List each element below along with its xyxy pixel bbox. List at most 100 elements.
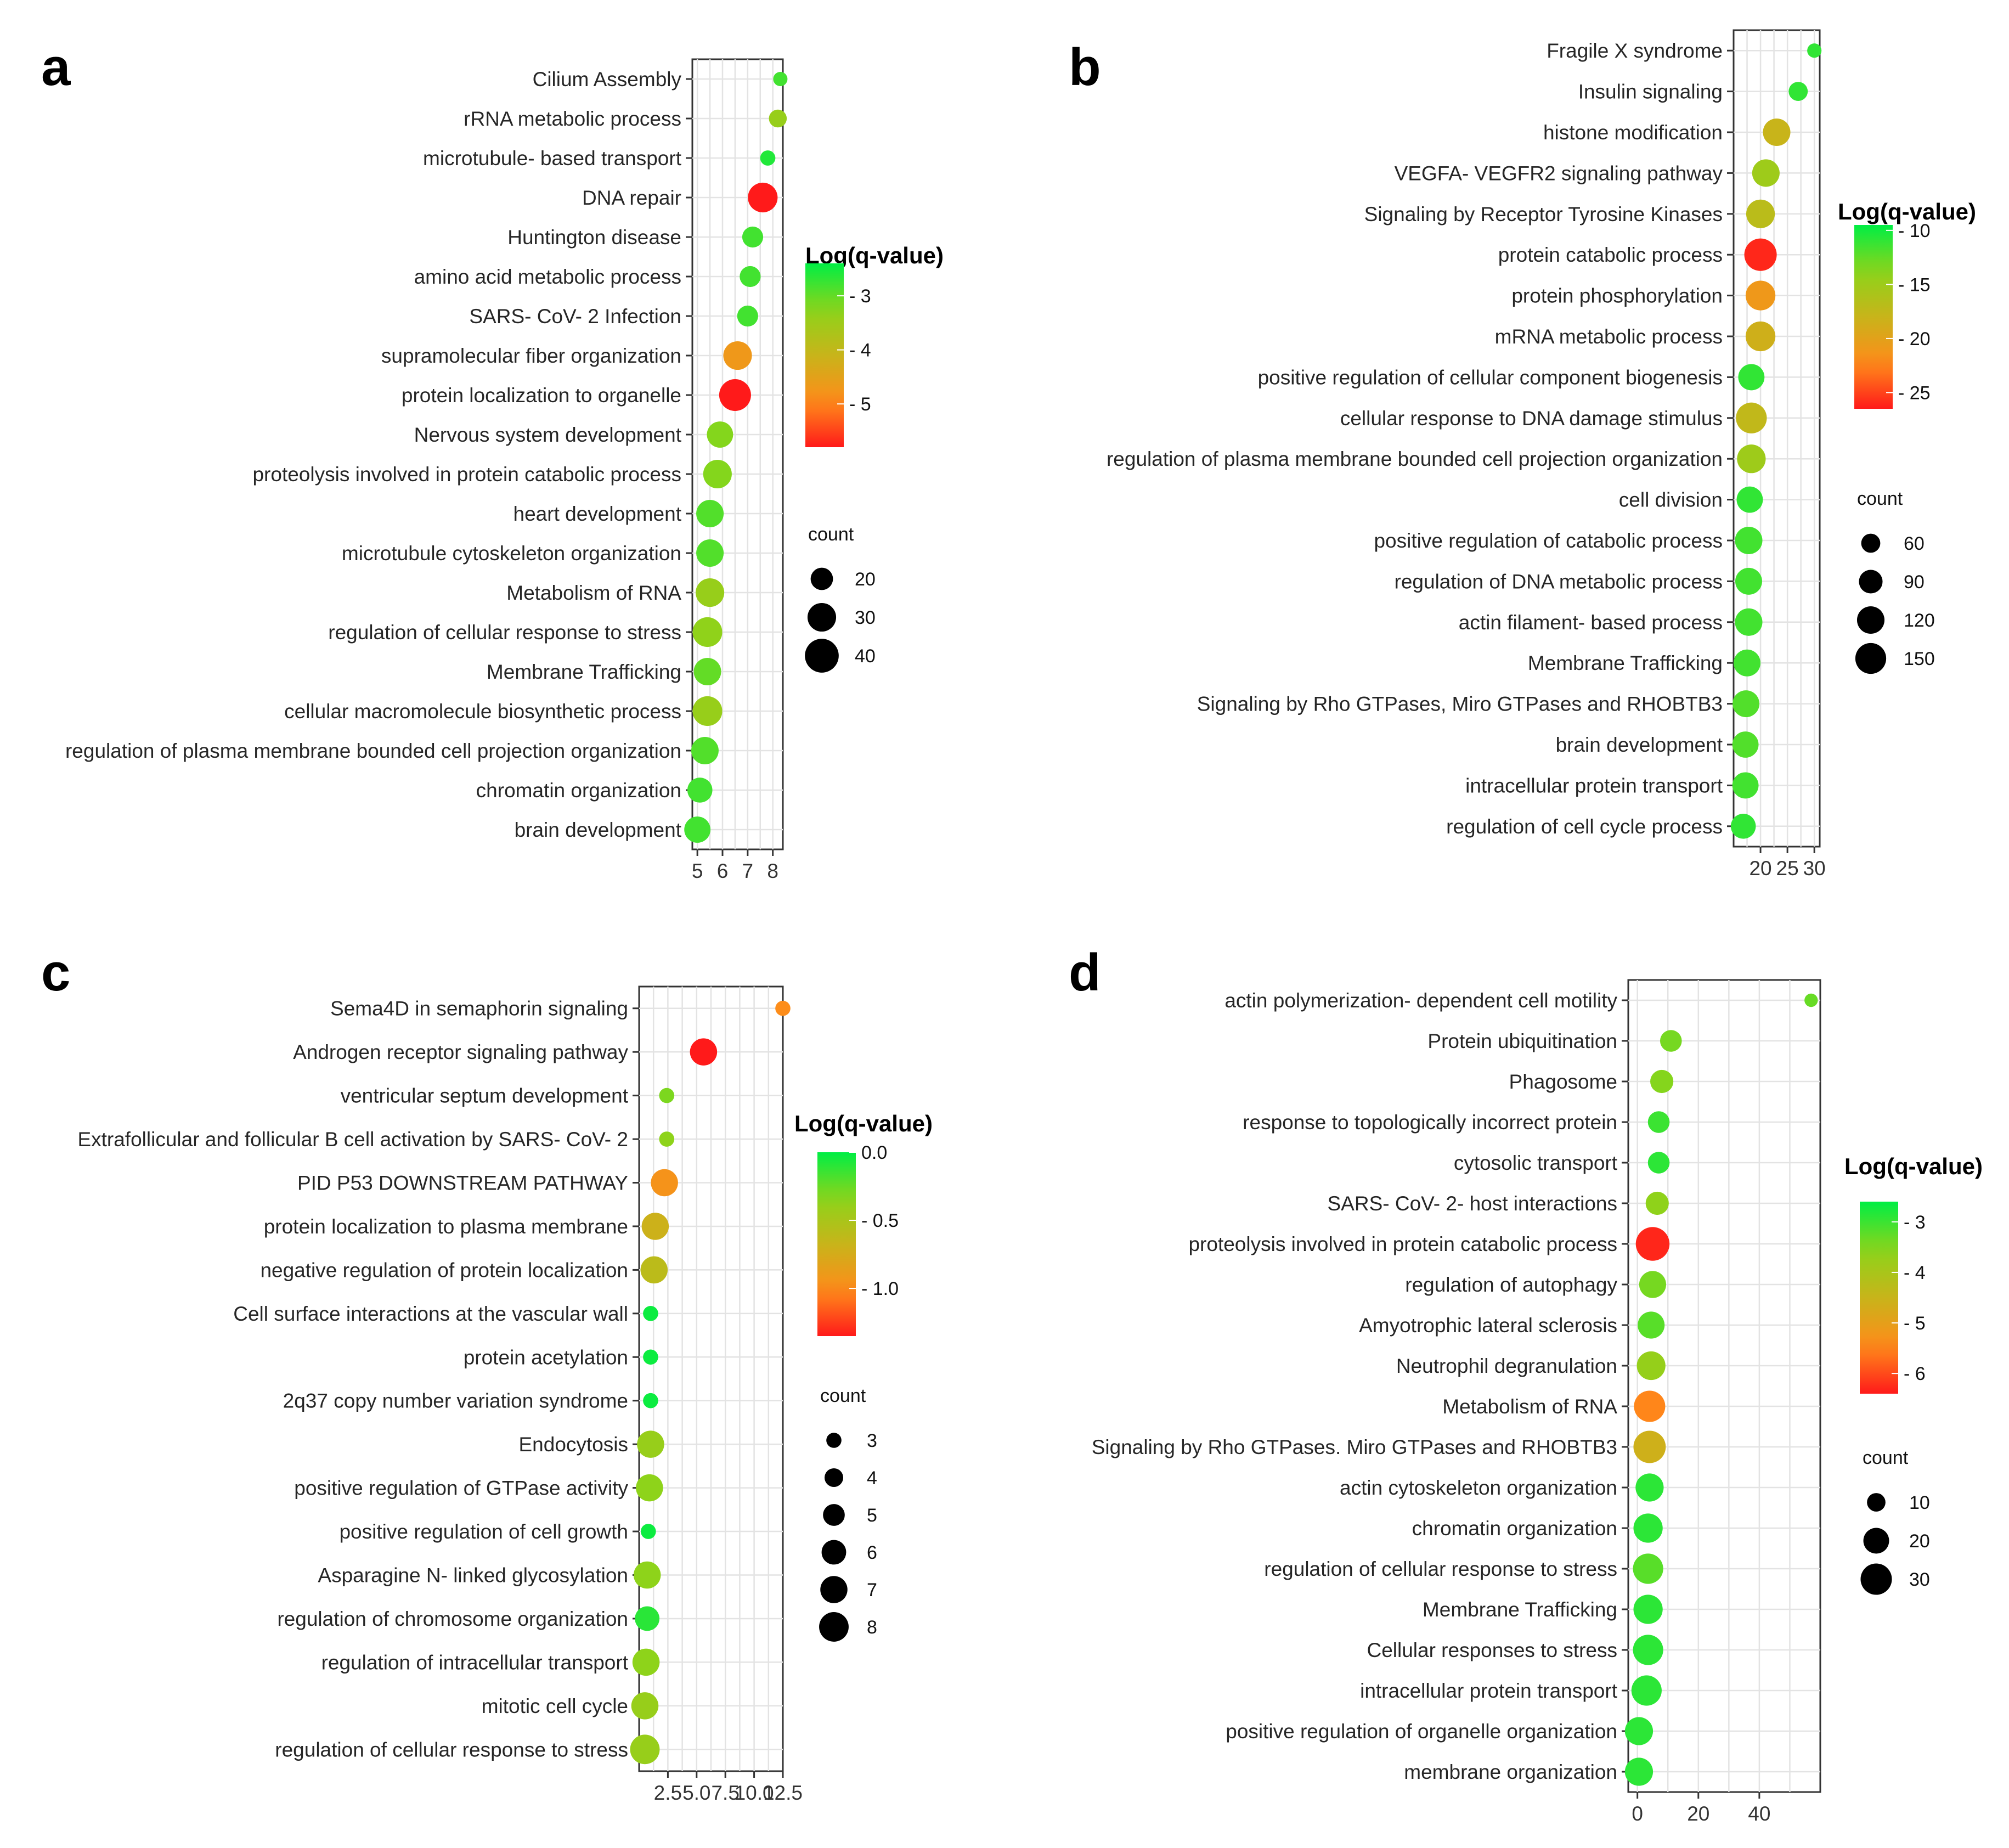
size-legend-title: count [1863, 1447, 1909, 1468]
data-point [631, 1692, 659, 1720]
y-tick-label: regulation of cellular response to stres… [1264, 1558, 1617, 1580]
y-tick-label: brain development [1556, 734, 1723, 756]
data-point [1737, 444, 1766, 474]
y-tick-label: actin cytoskeleton organization [1340, 1477, 1617, 1499]
data-point [1633, 1553, 1663, 1584]
color-bar-label: - 5 [849, 394, 871, 415]
y-tick-label: cell division [1619, 489, 1723, 511]
color-bar [1854, 225, 1893, 409]
data-point [643, 1306, 658, 1321]
panel-c: c Sema4D in semaphorin signaling Androgen… [41, 943, 933, 1804]
data-point [687, 777, 713, 803]
size-legend-label: 8 [867, 1617, 877, 1638]
y-tick-label: ventricular septum development [341, 1085, 629, 1107]
data-point [748, 182, 778, 213]
y-tick-label: regulation of plasma membrane bounded ce… [65, 740, 681, 762]
y-tick-label: PID P53 DOWNSTREAM PATHWAY [297, 1172, 628, 1195]
y-tick-label: DNA repair [582, 187, 681, 209]
data-point [1804, 993, 1818, 1007]
data-point [690, 1038, 718, 1066]
y-tick-label: regulation of cell cycle process [1446, 815, 1723, 838]
data-point [1638, 1311, 1665, 1339]
y-tick-label: amino acid metabolic process [414, 266, 681, 288]
y-tick-label: Insulin signaling [1578, 81, 1723, 103]
data-point [693, 657, 721, 686]
y-tick-label: Nervous system development [414, 424, 682, 446]
color-bar-label: - 3 [1904, 1212, 1926, 1233]
y-tick-label: 2q37 copy number variation syndrome [283, 1390, 628, 1412]
data-point [692, 696, 723, 726]
y-tick-label: Sema4D in semaphorin signaling [330, 998, 628, 1020]
panel-b: b Fragile X syndrome Insulin signaling his… [1069, 29, 1976, 880]
y-tick-label: regulation of plasma membrane bounded ce… [1107, 448, 1723, 470]
size-legend-label: 10 [1909, 1492, 1930, 1513]
size-legend-label: 7 [867, 1580, 877, 1601]
y-tick-label: Neutrophil degranulation [1396, 1355, 1617, 1377]
y-tick-label: Membrane Trafficking [487, 661, 681, 683]
y-tick-label: positive regulation of cell growth [339, 1520, 628, 1543]
y-tick-label: supramolecular fiber organization [381, 345, 681, 367]
y-tick-label: Metabolism of RNA [506, 582, 681, 604]
size-legend-dot [1860, 1563, 1892, 1595]
size-legend-dot [805, 639, 839, 673]
y-tick-label: intracellular protein transport [1360, 1680, 1618, 1702]
y-tick-label: regulation of DNA metabolic process [1395, 570, 1723, 593]
data-point [1647, 1111, 1670, 1133]
x-tick-label: 20 [1687, 1802, 1709, 1825]
data-point [1733, 690, 1760, 718]
size-legend-dot [823, 1504, 845, 1526]
y-tick-label: Signaling by Rho GTPases. Miro GTPases a… [1092, 1436, 1617, 1458]
size-legend-label: 90 [1904, 572, 1925, 593]
y-tick-label: Cell surface interactions at the vascula… [233, 1303, 628, 1325]
data-point [636, 1474, 663, 1502]
y-tick-label: mitotic cell cycle [482, 1695, 628, 1717]
y-tick-label: chromatin organization [1412, 1517, 1617, 1540]
y-tick-label: cellular response to DNA damage stimulus [1340, 407, 1723, 430]
data-point [1647, 1152, 1670, 1174]
color-bar-label: - 6 [1904, 1364, 1926, 1384]
size-legend-dot [1855, 643, 1887, 674]
size-legend-dot [810, 567, 833, 590]
panel-d-plot: actin polymerization- dependent cell mot… [1092, 979, 1821, 1825]
data-point [1732, 772, 1759, 799]
y-tick-label: Huntington disease [507, 226, 681, 249]
size-legend-label: 5 [867, 1505, 877, 1526]
size-legend-dot [821, 1540, 847, 1565]
size-legend-label: 20 [1909, 1531, 1930, 1552]
data-point [696, 578, 725, 607]
color-bar-label: - 3 [849, 286, 871, 307]
data-point [1635, 1227, 1670, 1261]
y-tick-label: Metabolism of RNA [1442, 1395, 1617, 1418]
data-point [641, 1213, 669, 1240]
color-bar-label: - 15 [1898, 274, 1931, 295]
y-tick-label: cellular macromolecule biosynthetic proc… [284, 700, 681, 723]
size-legend-label: 4 [867, 1468, 877, 1489]
size-legend-title: count [1857, 488, 1903, 509]
data-point [1634, 1390, 1666, 1422]
data-point [1730, 814, 1756, 839]
data-point [640, 1256, 668, 1284]
data-point [1732, 731, 1759, 758]
data-point [742, 226, 764, 248]
panel-d: d actin polymerization- dependent cell m… [1069, 943, 1983, 1825]
panel-d-legend: Log(q-value) - 3 - 4 - 5 - 6 count 10 20 30 [1844, 1153, 1983, 1595]
data-point [1735, 608, 1763, 636]
y-tick-label: Androgen receptor signaling pathway [293, 1041, 628, 1063]
plot-frame [1627, 979, 1821, 1793]
data-point [1807, 43, 1822, 58]
data-point [1635, 1473, 1664, 1502]
panel-a-plot: Cilium Assembly rRNA metabolic process mic… [65, 58, 788, 882]
y-tick-label: Signaling by Receptor Tyrosine Kinases [1364, 203, 1723, 226]
y-tick-label: rRNA metabolic process [464, 108, 681, 130]
y-tick-label: membrane organization [1404, 1761, 1617, 1783]
y-tick-label: negative regulation of protein localizat… [260, 1259, 628, 1281]
data-point [1735, 526, 1763, 555]
data-point [659, 1131, 675, 1147]
size-legend-dot [1856, 606, 1885, 634]
x-tick-label: 8 [767, 860, 778, 882]
panel-b-legend: Log(q-value)- 10 - 15 - 20 - 25 count 60 90 120… [1838, 199, 1976, 674]
y-tick-label: histone modification [1543, 121, 1723, 144]
data-point [633, 1561, 661, 1589]
size-legend-label: 60 [1904, 533, 1925, 554]
